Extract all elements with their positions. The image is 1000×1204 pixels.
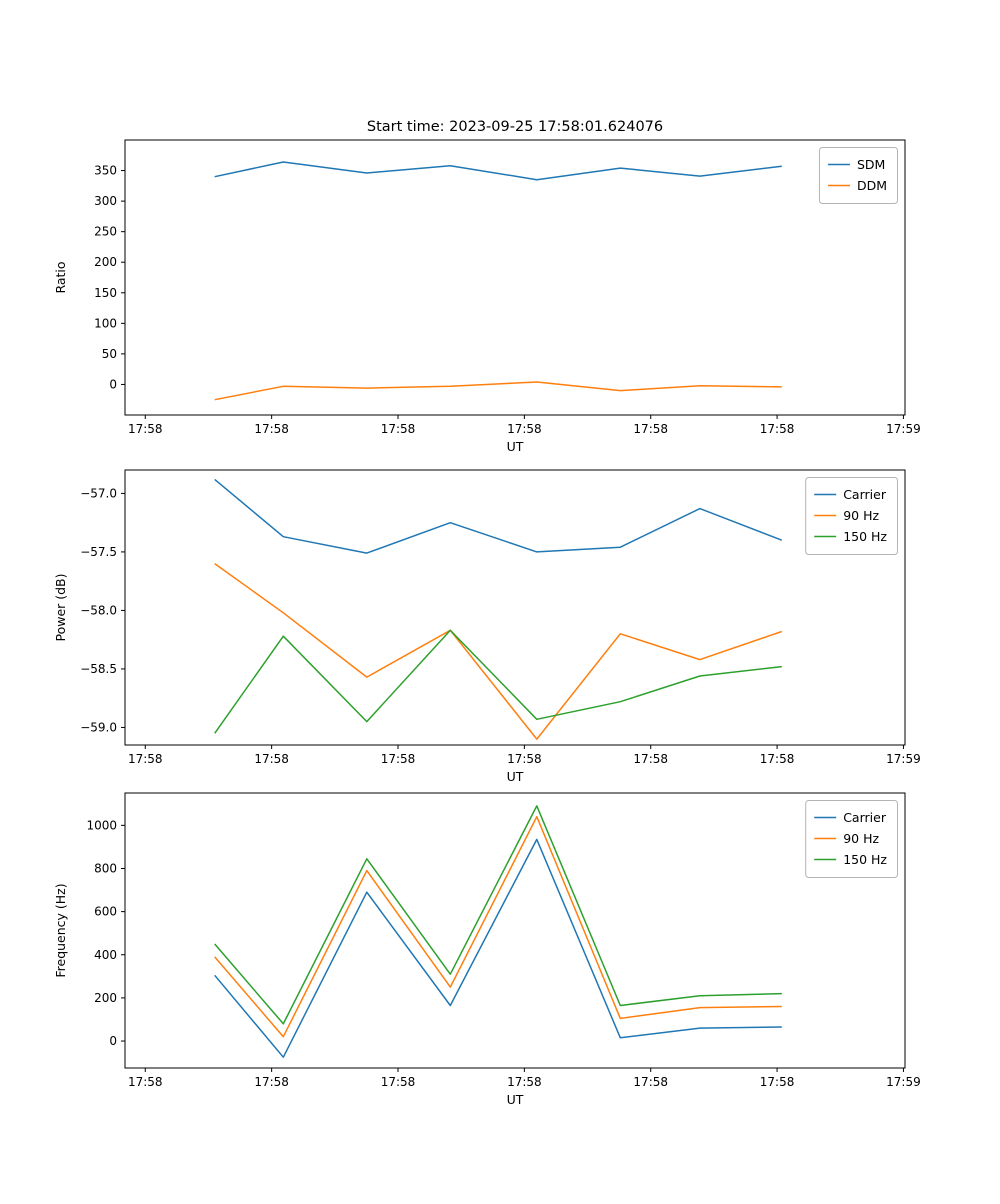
- x-tick-label: 17:58: [128, 752, 163, 766]
- series-line-Carrier: [214, 478, 783, 554]
- x-tick-label: 17:58: [760, 1075, 795, 1089]
- y-tick-label: 1000: [86, 818, 117, 832]
- x-tick-label: 17:58: [254, 1075, 289, 1089]
- y-tick-label: 800: [94, 861, 117, 875]
- series-line-SDM: [214, 161, 782, 181]
- series-line-90-Hz: [214, 562, 783, 740]
- y-tick-label: 600: [94, 905, 117, 919]
- series-line-DDM: [214, 381, 782, 401]
- y-tick-label: 400: [94, 948, 117, 962]
- x-tick-label: 17:58: [507, 752, 542, 766]
- x-axis-label: UT: [507, 1092, 524, 1107]
- y-tick-label: 300: [94, 194, 117, 208]
- y-tick-label: −58.0: [80, 603, 117, 617]
- y-tick-label: −57.5: [80, 545, 117, 559]
- y-tick-label: 100: [94, 316, 117, 330]
- series-line-90-Hz: [214, 815, 782, 1038]
- y-tick-label: 50: [102, 347, 117, 361]
- legend-label: 90 Hz: [843, 508, 879, 523]
- x-tick-label: 17:58: [381, 422, 416, 436]
- y-tick-label: 150: [94, 286, 117, 300]
- x-tick-label: 17:59: [886, 422, 921, 436]
- legend-box: [805, 800, 898, 878]
- legend-label: 90 Hz: [843, 831, 879, 846]
- y-tick-label: 0: [109, 1034, 117, 1048]
- series-line-150-Hz: [214, 805, 782, 1025]
- chart-frequency: 17:58 17:58 17:58 17:58 17:58 17:58 17:59 0 200 4…: [53, 792, 921, 1107]
- x-tick-label: 17:59: [886, 1075, 921, 1089]
- y-tick-label: 350: [94, 164, 117, 178]
- plot-border: [124, 469, 906, 746]
- y-tick-label: −58.5: [80, 662, 117, 676]
- y-tick-label: −57.0: [80, 486, 117, 500]
- y-tick-label: 0: [109, 377, 117, 391]
- x-axis-label: UT: [507, 769, 524, 784]
- chart-ratio: 17:58 17:58 17:58 17:58 17:58 17:58 17:59 0 50 10…: [53, 139, 921, 454]
- legend-label: DDM: [857, 178, 887, 193]
- x-tick-label: 17:58: [760, 422, 795, 436]
- x-axis-label: UT: [507, 439, 524, 454]
- x-tick-label: 17:58: [128, 422, 163, 436]
- legend: SDM DDM: [818, 147, 898, 204]
- x-tick-label: 17:58: [633, 752, 668, 766]
- y-tick-label: 200: [94, 255, 117, 269]
- legend: Carrier 90 Hz 150 Hz: [805, 800, 898, 878]
- y-axis-label: Frequency (Hz): [53, 883, 68, 977]
- y-tick-label: 250: [94, 225, 117, 239]
- x-tick-label: 17:58: [128, 1075, 163, 1089]
- x-tick-label: 17:58: [254, 422, 289, 436]
- legend-label: 150 Hz: [843, 529, 887, 544]
- legend: Carrier 90 Hz 150 Hz: [805, 477, 898, 555]
- legend-box: [805, 477, 898, 555]
- y-tick-label: 200: [94, 991, 117, 1005]
- plot-border: [124, 139, 906, 416]
- x-tick-label: 17:59: [886, 752, 921, 766]
- legend-box: [818, 147, 898, 204]
- y-tick-label: −59.0: [80, 720, 117, 734]
- figure-title: Start time: 2023-09-25 17:58:01.624076: [366, 119, 664, 135]
- series-line-Carrier: [214, 838, 782, 1058]
- legend-label: 150 Hz: [843, 852, 887, 867]
- y-axis-label: Ratio: [53, 261, 68, 293]
- series-line-150-Hz: [214, 629, 782, 734]
- x-tick-label: 17:58: [381, 1075, 416, 1089]
- x-tick-label: 17:58: [507, 422, 542, 436]
- x-tick-label: 17:58: [254, 752, 289, 766]
- legend-label: Carrier: [843, 487, 887, 502]
- x-tick-label: 17:58: [633, 1075, 668, 1089]
- x-tick-label: 17:58: [633, 422, 668, 436]
- legend-label: Carrier: [843, 810, 887, 825]
- legend-label: SDM: [857, 157, 885, 172]
- x-tick-label: 17:58: [760, 752, 795, 766]
- y-axis-label: Power (dB): [53, 573, 68, 641]
- x-tick-label: 17:58: [507, 1075, 542, 1089]
- chart-power: 17:58 17:58 17:58 17:58 17:58 17:58 17:59 −59.0…: [53, 469, 921, 784]
- plot-border: [124, 792, 906, 1069]
- x-tick-label: 17:58: [381, 752, 416, 766]
